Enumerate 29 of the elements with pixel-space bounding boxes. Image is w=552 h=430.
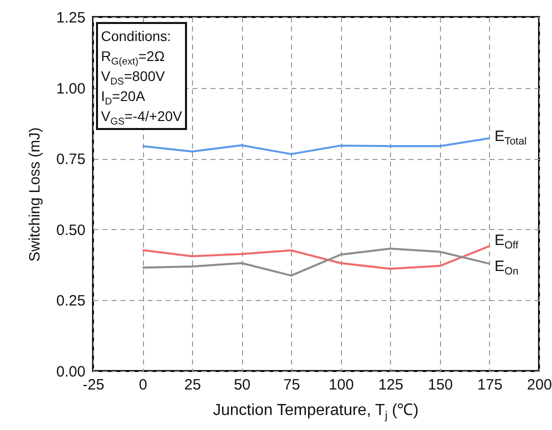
x-tick-label: 125	[378, 376, 404, 394]
series-label: E$_{Off}$	[494, 232, 518, 252]
y-tick-label: 0.25	[56, 292, 86, 310]
y-tick-label: 1.25	[56, 10, 86, 26]
y-tick-label: 0.50	[56, 222, 86, 239]
line-series	[142, 245, 490, 270]
y-tick-label: 1.00	[56, 80, 86, 98]
line-series	[142, 248, 490, 277]
annotation: R$_{G(ext)}$=2Ω	[101, 47, 166, 68]
x-tick-label: 50	[234, 376, 251, 394]
series-label: E$_{On}$	[494, 258, 518, 278]
x-tick-label: 75	[283, 376, 300, 394]
x-tick-label: 25	[184, 376, 201, 394]
x-tick-label: -25	[82, 376, 104, 394]
x-axis-title: Junction Temperature, T$_{j}$ (℃)	[213, 402, 419, 422]
x-tick-label: 0	[138, 376, 148, 394]
y-tick-label: 0.75	[56, 151, 86, 168]
x-tick-label: 100	[328, 376, 354, 394]
line-series	[142, 137, 490, 156]
y-axis-title: Switching Loss (mJ)	[26, 127, 44, 262]
x-tick-label: 175	[477, 376, 502, 394]
annotation: Conditions:	[101, 27, 172, 46]
x-tick-label: 150	[428, 376, 453, 394]
annotation: I$_{D}$=20A	[101, 87, 146, 108]
annotation: V$_{GS}$=-4/+20V	[101, 107, 182, 128]
y-tick-label: 0.00	[56, 364, 86, 380]
series-label: E$_{Total}$	[494, 128, 527, 148]
x-tick-label: 200	[526, 376, 552, 394]
annotation: V$_{DS}$=800V	[101, 67, 166, 88]
